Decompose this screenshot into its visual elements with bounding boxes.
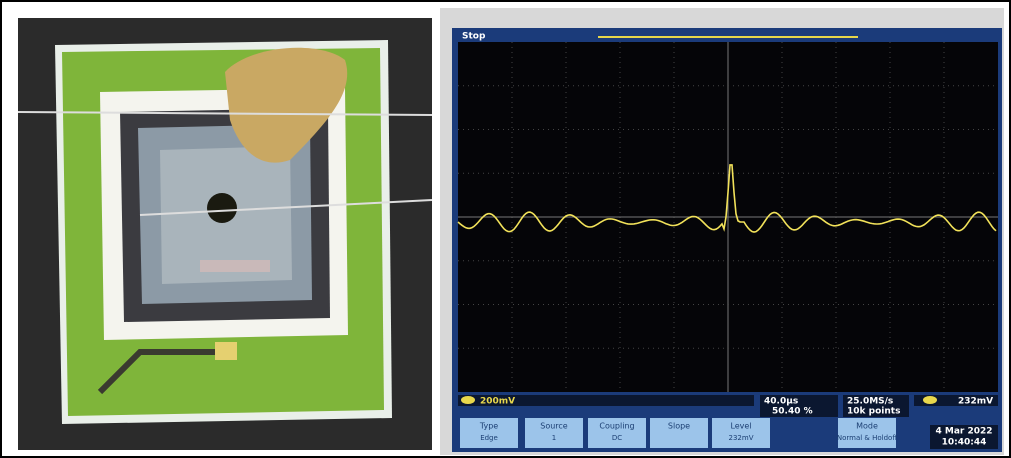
timebase: 40.0µs (764, 397, 798, 407)
figure: Stop 200mV 40.0µs 50.40 % 25.0MS/s 10k p… (0, 0, 1011, 458)
menu-label: Mode (856, 422, 878, 431)
oscilloscope: Stop 200mV 40.0µs 50.40 % 25.0MS/s 10k p… (440, 8, 1004, 455)
channel-scale: 200mV (480, 397, 515, 407)
contact (215, 342, 237, 360)
menu-label: Level (730, 422, 751, 431)
trigger-position: 50.40 % (772, 407, 813, 417)
trigger-level: 232mV (958, 397, 993, 407)
menu-label: Type (479, 422, 498, 431)
channel-icon (461, 396, 475, 404)
menu-label: Slope (668, 422, 690, 431)
date: 4 Mar 2022 (935, 427, 992, 437)
menu-value: Normal & Holdoff (837, 434, 897, 442)
menu-label: Source (540, 422, 568, 431)
menu-value: 232mV (729, 434, 754, 442)
menu-value: DC (612, 434, 622, 442)
menu-value: Edge (480, 434, 498, 442)
status: Stop (462, 32, 486, 42)
sensor-photo (18, 18, 432, 450)
page: Stop 200mV 40.0µs 50.40 % 25.0MS/s 10k p… (0, 0, 1011, 458)
record-length: 10k points (847, 407, 900, 417)
trigger-icon (923, 396, 937, 404)
sensor-hole (207, 193, 237, 223)
time: 10:40:44 (942, 438, 987, 448)
menu-label: Coupling (599, 422, 634, 431)
menu-value: 1 (552, 434, 556, 442)
sample-rate: 25.0MS/s (847, 397, 893, 407)
pad (200, 260, 270, 272)
